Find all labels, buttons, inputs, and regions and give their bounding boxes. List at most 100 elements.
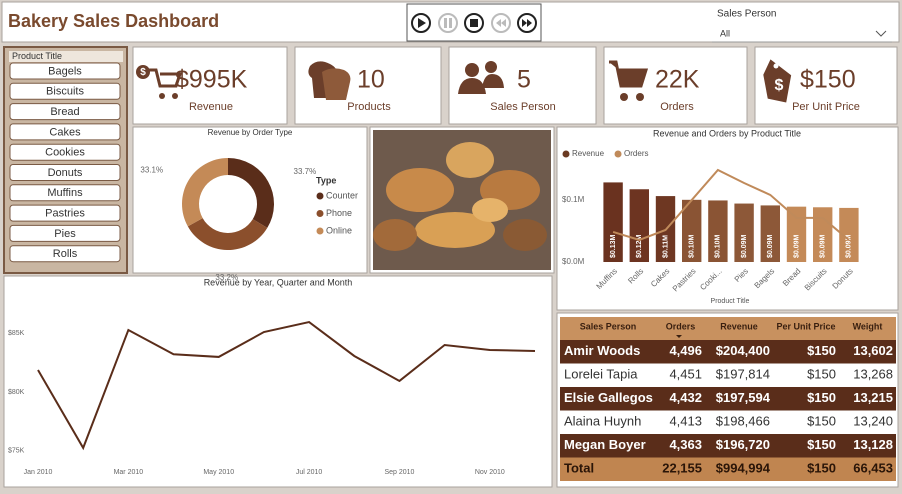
- donut-panel: [132, 126, 368, 274]
- legend-label: Orders: [624, 149, 648, 158]
- sales-person-slicer[interactable]: Sales Person All: [708, 4, 896, 43]
- line-panel: [3, 275, 553, 488]
- legend-title: Type: [316, 175, 336, 185]
- slicer-item[interactable]: [9, 143, 121, 161]
- kpi-value: 10: [357, 66, 385, 94]
- bar: [786, 206, 807, 262]
- slicer-item-label[interactable]: Pies: [54, 228, 76, 240]
- previous-button[interactable]: [491, 13, 511, 33]
- table-cell: 13,602: [853, 343, 893, 358]
- slicer-item[interactable]: [9, 103, 121, 121]
- legend-label: Revenue: [572, 149, 605, 158]
- legend-swatch: [614, 150, 622, 158]
- kpi-value: 5: [517, 66, 531, 94]
- bar: [629, 189, 649, 262]
- table-row: [560, 387, 896, 411]
- data-label: $0.09M: [767, 234, 774, 258]
- data-label: 33.7%: [294, 167, 317, 176]
- people-icon: [458, 61, 504, 94]
- slicer-item[interactable]: [9, 62, 121, 80]
- slicer-item-label[interactable]: Muffins: [47, 187, 83, 199]
- stop-button[interactable]: [464, 13, 484, 33]
- x-tick-label: Jan 2010: [24, 469, 53, 476]
- play-button[interactable]: [411, 13, 431, 33]
- donut-slice: [187, 218, 268, 251]
- table-cell: 13,268: [853, 367, 893, 382]
- bar: [839, 207, 859, 262]
- table-cell: $150: [807, 367, 836, 382]
- table-cell: 4,496: [669, 343, 702, 358]
- table-cell: $204,400: [716, 343, 770, 358]
- slicer-item[interactable]: [9, 224, 121, 242]
- table-cell: 22,155: [662, 461, 702, 476]
- kpi-label: Sales Person: [490, 101, 555, 113]
- kpi-value: $150: [800, 66, 856, 94]
- slicer-item-label[interactable]: Cookies: [45, 147, 85, 159]
- bar: [734, 203, 754, 262]
- table-cell: $150: [807, 390, 836, 405]
- data-label: 33.1%: [140, 166, 163, 175]
- slicer-item-label[interactable]: Donuts: [48, 167, 83, 179]
- slicer-item-label[interactable]: Bagels: [48, 65, 82, 77]
- kpi-label: Products: [347, 101, 391, 113]
- price-tag-icon: $: [763, 59, 792, 103]
- bar: [708, 200, 728, 262]
- table-cell: 4,413: [669, 414, 702, 429]
- table-cell: Amir Woods: [564, 343, 640, 358]
- slicer-item-label[interactable]: Pastries: [45, 208, 85, 220]
- data-label: $0.11M: [662, 235, 669, 258]
- bar: [603, 182, 623, 262]
- product-slicer-header: [9, 51, 123, 62]
- kpi-value: 22K: [655, 66, 700, 94]
- y-tick-label: $85K: [8, 330, 25, 337]
- bar: [760, 205, 780, 262]
- column-header[interactable]: Revenue: [720, 321, 758, 331]
- table-cell: Alaina Huynh: [564, 414, 641, 429]
- y-tick-label: $0.1M: [562, 195, 585, 204]
- column-header[interactable]: Weight: [853, 321, 883, 331]
- legend-label: Phone: [326, 208, 352, 218]
- x-tick-label: Mar 2010: [114, 469, 144, 476]
- slicer-item[interactable]: [9, 204, 121, 222]
- playback-controls: [406, 3, 542, 42]
- table-cell: $150: [807, 461, 836, 476]
- slicer-item[interactable]: [9, 123, 121, 141]
- table-header: [560, 317, 896, 340]
- column-header[interactable]: Sales Person: [580, 321, 637, 331]
- y-tick-label: $0.0M: [562, 257, 585, 266]
- pause-button[interactable]: [438, 13, 458, 33]
- slicer-item[interactable]: [9, 245, 121, 263]
- column-header[interactable]: Orders: [666, 321, 696, 331]
- line: [612, 168, 850, 242]
- table-cell: 4,451: [669, 367, 702, 382]
- x-tick-label: Sep 2010: [384, 469, 414, 476]
- table-cell: Total: [564, 461, 594, 476]
- slicer-item-label[interactable]: Cakes: [49, 126, 81, 138]
- table-cell: Elsie Gallegos: [564, 390, 653, 405]
- total-row: [560, 457, 896, 481]
- table-cell: $994,994: [716, 461, 771, 476]
- svg-text:$: $: [775, 77, 784, 94]
- slicer-item[interactable]: [9, 82, 121, 100]
- slicer-item-label[interactable]: Biscuits: [46, 86, 84, 98]
- slicer-item[interactable]: [9, 184, 121, 202]
- table-cell: $196,720: [716, 437, 770, 452]
- slicer-item-label[interactable]: Bread: [50, 106, 79, 118]
- kpi-value: $995K: [175, 66, 248, 94]
- table-cell: $197,814: [716, 367, 770, 382]
- sort-indicator: [676, 335, 682, 338]
- next-button[interactable]: [517, 13, 537, 33]
- legend-label: Counter: [326, 190, 358, 200]
- legend-swatch: [316, 192, 324, 200]
- table-cell: 13,240: [853, 414, 893, 429]
- svg-text:$: $: [140, 67, 146, 78]
- x-tick-label: May 2010: [203, 469, 234, 476]
- slicer-item-label[interactable]: Rolls: [53, 248, 78, 260]
- table-row: [560, 410, 896, 434]
- data-label: $0.10M: [715, 234, 722, 258]
- column-header[interactable]: Per Unit Price: [776, 321, 835, 331]
- y-tick-label: $80K: [8, 389, 25, 396]
- kpi-label: Revenue: [189, 101, 233, 113]
- slicer-item[interactable]: [9, 164, 121, 181]
